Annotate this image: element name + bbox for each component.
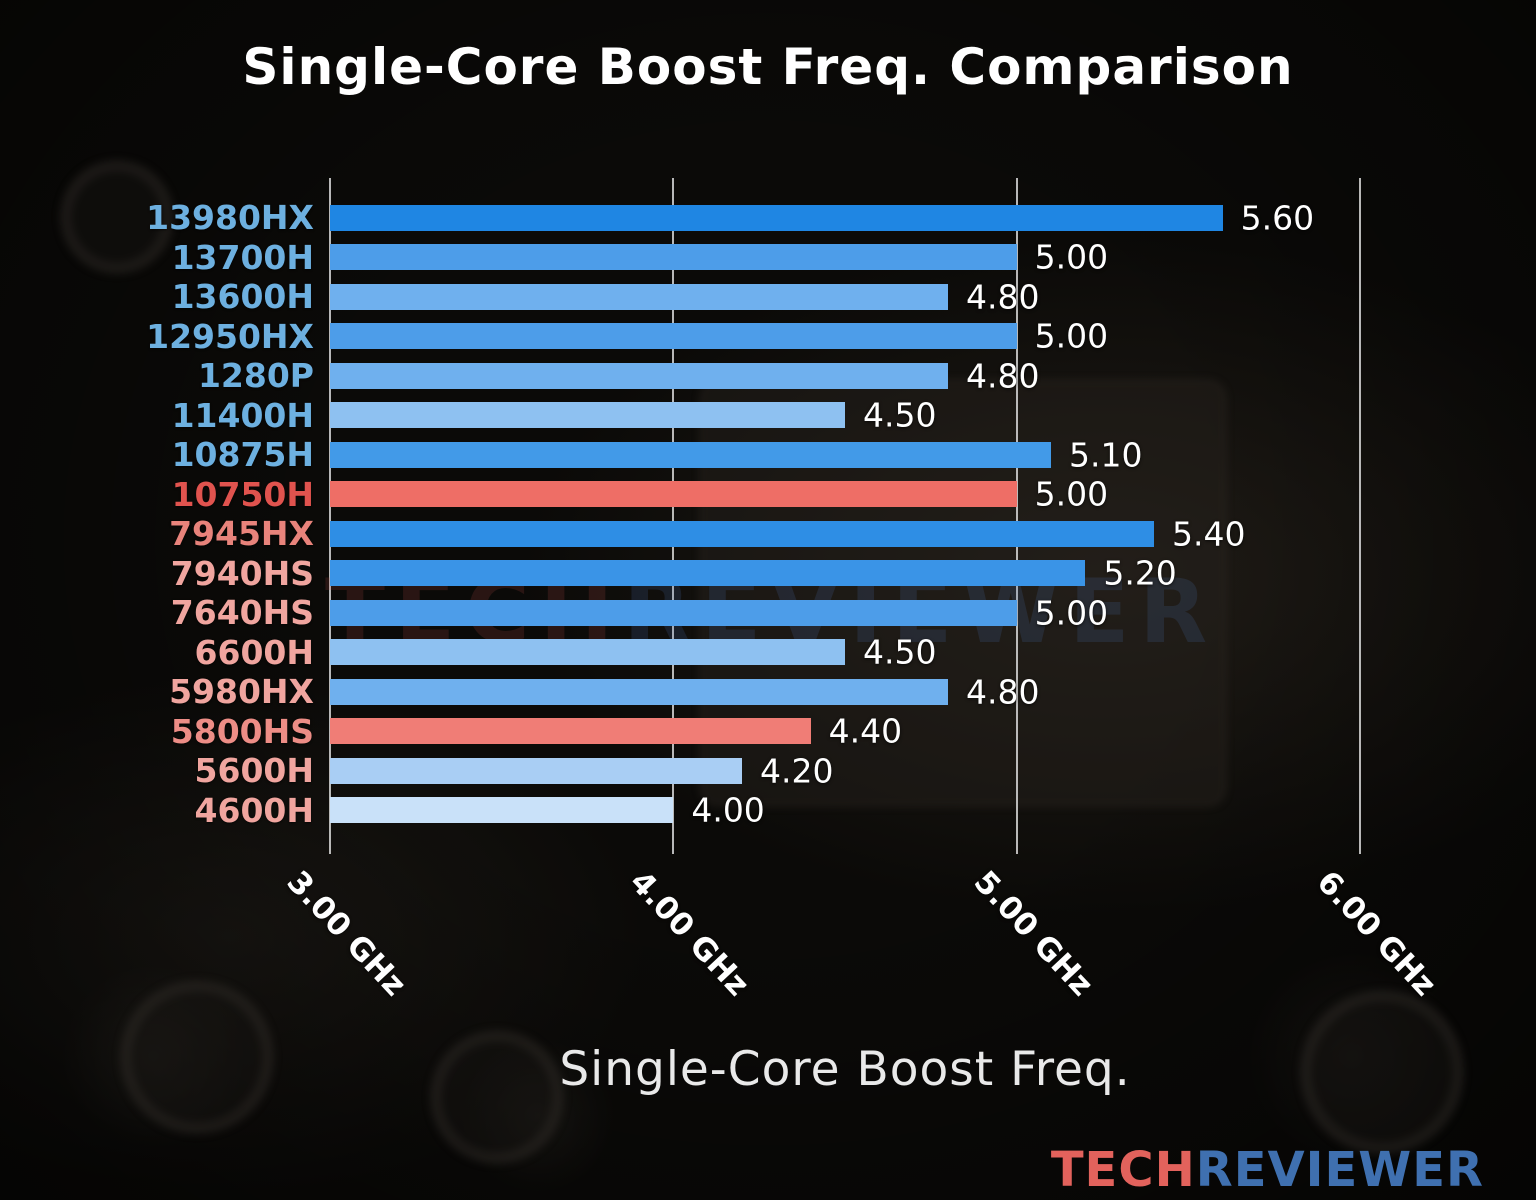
category-label: 5800HS xyxy=(170,711,314,751)
gridline xyxy=(329,178,331,854)
value-label: 4.00 xyxy=(691,790,765,830)
category-label: 12950HX xyxy=(146,316,314,356)
bar-track: 5.00 xyxy=(330,238,1360,278)
chart-row: 13980HX 5.60 xyxy=(0,198,1420,238)
category-label: 7940HS xyxy=(170,553,314,593)
bar xyxy=(330,718,811,745)
bar-track: 4.00 xyxy=(330,791,1360,831)
chart-row: 12950HX 5.00 xyxy=(0,317,1420,357)
chart-row: 10750H 5.00 xyxy=(0,475,1420,515)
bar xyxy=(330,797,674,824)
value-label: 4.40 xyxy=(828,711,903,751)
gridline xyxy=(672,178,675,854)
chart-row: 13700H 5.00 xyxy=(0,238,1420,278)
value-label: 5.20 xyxy=(1103,553,1177,593)
category-label: 7945HX xyxy=(169,514,314,553)
bar-track: 4.80 xyxy=(330,277,1360,317)
bar xyxy=(330,757,742,784)
chart-row: 5800HS 4.40 xyxy=(0,712,1420,752)
bar xyxy=(330,441,1051,468)
bar xyxy=(330,481,1017,508)
value-label: 5.00 xyxy=(1034,316,1109,356)
value-label: 5.00 xyxy=(1034,474,1109,514)
value-label: 5.00 xyxy=(1034,237,1109,277)
bar-track: 5.00 xyxy=(330,317,1360,357)
value-label: 4.80 xyxy=(966,277,1040,317)
chart-row: 4600H 4.00 xyxy=(0,791,1420,831)
chart-row: 13600H 4.80 xyxy=(0,277,1420,317)
bar-track: 5.10 xyxy=(330,435,1360,475)
bar-track: 5.60 xyxy=(330,198,1360,238)
value-label: 5.00 xyxy=(1034,593,1109,633)
logo-reviewer: REVIEWER xyxy=(1195,1142,1484,1198)
bar xyxy=(330,323,1017,350)
bar xyxy=(330,599,1017,626)
bar xyxy=(330,362,948,389)
value-label: 4.80 xyxy=(966,672,1040,712)
category-label: 13980HX xyxy=(146,198,314,237)
category-label: 5980HX xyxy=(169,672,314,711)
logo-tech: TECH xyxy=(1050,1142,1196,1198)
category-label: 1280P xyxy=(197,356,314,395)
gridline xyxy=(1015,178,1018,854)
bar-track: 4.50 xyxy=(330,396,1360,436)
bar-track: 4.40 xyxy=(330,712,1360,752)
bar xyxy=(330,244,1017,271)
value-label: 4.50 xyxy=(863,632,937,672)
bar-track: 4.50 xyxy=(330,633,1360,673)
bar-track: 5.40 xyxy=(330,514,1360,554)
bar xyxy=(330,678,948,705)
bar xyxy=(330,204,1223,231)
category-label: 10750H xyxy=(171,474,314,514)
brand-logo: TECHREVIEWER xyxy=(1051,1142,1484,1198)
bar xyxy=(330,520,1154,547)
chart-row: 5600H 4.20 xyxy=(0,751,1420,791)
gridlines xyxy=(329,178,1361,854)
bar xyxy=(330,283,948,310)
background-capacitor-shape xyxy=(120,980,274,1134)
plot-rows: 13980HX 5.60 13700H 5.00 13600H 4.80 12950HX 5.… xyxy=(0,198,1420,830)
chart-row: 7640HS 5.00 xyxy=(0,593,1420,633)
value-label: 5.60 xyxy=(1240,198,1315,238)
bar-track: 5.00 xyxy=(330,475,1360,515)
gridline xyxy=(1359,178,1361,854)
value-label: 4.80 xyxy=(966,356,1040,396)
bar-track: 5.20 xyxy=(330,554,1360,594)
value-label: 5.10 xyxy=(1069,435,1143,475)
bar-track: 5.00 xyxy=(330,593,1360,633)
category-label: 10875H xyxy=(171,435,314,474)
x-axis-title: Single-Core Boost Freq. xyxy=(559,1042,1131,1097)
category-label: 13600H xyxy=(171,277,314,316)
category-label: 7640HS xyxy=(170,593,314,632)
bar-track: 4.80 xyxy=(330,356,1360,396)
chart-row: 5980HX 4.80 xyxy=(0,672,1420,712)
chart-row: 1280P 4.80 xyxy=(0,356,1420,396)
bar xyxy=(330,560,1086,587)
chart-row: 6600H 4.50 xyxy=(0,633,1420,673)
value-label: 5.40 xyxy=(1172,514,1246,554)
bar-track: 4.80 xyxy=(330,672,1360,712)
category-label: 13700H xyxy=(171,237,314,277)
category-label: 6600H xyxy=(194,632,314,672)
chart-row: 10875H 5.10 xyxy=(0,435,1420,475)
bar-track: 4.20 xyxy=(330,751,1360,791)
bar xyxy=(330,639,845,666)
value-label: 4.20 xyxy=(760,751,834,791)
chart-row: 11400H 4.50 xyxy=(0,396,1420,436)
chart-title: Single-Core Boost Freq. Comparison xyxy=(242,38,1294,96)
chart-row: 7945HX 5.40 xyxy=(0,514,1420,554)
value-label: 4.50 xyxy=(863,395,937,435)
bar xyxy=(330,402,845,429)
category-label: 5600H xyxy=(194,751,314,790)
category-label: 4600H xyxy=(194,790,314,830)
chart-row: 7940HS 5.20 xyxy=(0,554,1420,594)
category-label: 11400H xyxy=(171,395,314,435)
